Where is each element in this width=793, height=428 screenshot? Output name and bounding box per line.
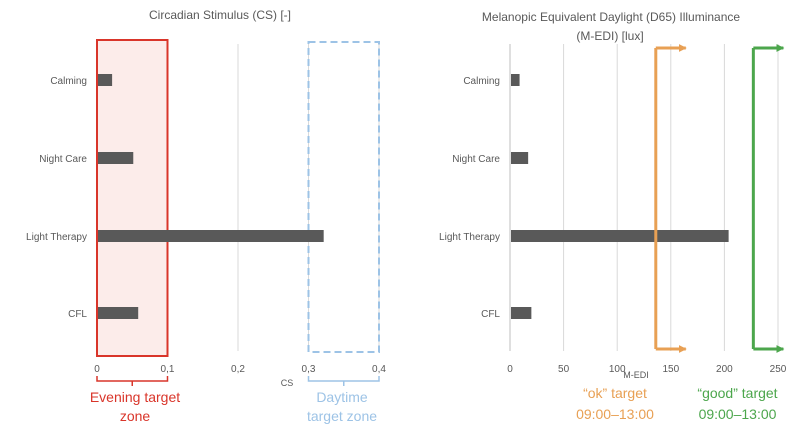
x-tick-label: 0,1 <box>161 364 175 375</box>
ok-target-label-line1: “ok” target <box>583 385 647 401</box>
left-chart-title: Circadian Stimulus (CS) [-] <box>148 8 292 22</box>
category-label: CFL <box>68 309 87 320</box>
evening-zone-label-line2: zone <box>119 408 151 424</box>
x-tick-label: 0,4 <box>372 364 386 375</box>
bar <box>511 230 729 242</box>
category-label: CFL <box>481 309 500 320</box>
melanopic-edi-chart: 0 50 100 150 200 250 Calming Night Care Light Th… <box>439 44 787 380</box>
category-label: Calming <box>463 76 500 87</box>
x-tick-label: 50 <box>558 364 570 375</box>
daytime-zone-label-line2: target zone <box>306 408 378 424</box>
circadian-stimulus-chart: 0 0,1 0,2 0,3 0,4 Calming Night Care Light Ther… <box>26 39 386 388</box>
bar <box>98 152 134 164</box>
x-tick-label: 0,3 <box>302 364 316 375</box>
x-axis-title: M-EDI <box>623 370 649 380</box>
category-label: Night Care <box>452 154 500 165</box>
bar <box>511 307 532 319</box>
x-tick-label: 0 <box>507 364 513 375</box>
x-tick-label: 0 <box>94 364 100 375</box>
x-tick-label: 100 <box>609 364 626 375</box>
bar <box>98 230 324 242</box>
category-label: Light Therapy <box>26 232 87 243</box>
x-tick-label: 250 <box>770 364 787 375</box>
category-label: Light Therapy <box>439 232 500 243</box>
good-target-label-line2: 09:00–13:00 <box>698 406 777 422</box>
x-tick-label: 0,2 <box>231 364 245 375</box>
x-tick-label: 150 <box>662 364 679 375</box>
x-tick-label: 200 <box>716 364 733 375</box>
right-chart-title-line2: (M-EDI) [lux] <box>576 29 644 43</box>
category-label: Night Care <box>39 154 87 165</box>
daytime-zone-label-line1: Daytime <box>316 389 368 405</box>
daytime-zone-bracket <box>307 376 380 386</box>
ok-target-label-line2: 09:00–13:00 <box>576 406 654 422</box>
evening-zone-bracket <box>96 376 169 386</box>
bar <box>98 74 113 86</box>
bar <box>511 74 520 86</box>
good-target-label-line1: “good” target <box>697 385 778 401</box>
bar <box>98 307 139 319</box>
evening-target-zone <box>96 39 169 357</box>
daytime-target-zone <box>307 41 380 353</box>
category-label: Calming <box>50 76 87 87</box>
x-axis-title: CS <box>281 378 294 388</box>
bar <box>511 152 529 164</box>
evening-zone-label-line1: Evening target <box>89 389 181 405</box>
right-chart-title-line1: Melanopic Equivalent Daylight (D65) Illu… <box>481 10 741 24</box>
